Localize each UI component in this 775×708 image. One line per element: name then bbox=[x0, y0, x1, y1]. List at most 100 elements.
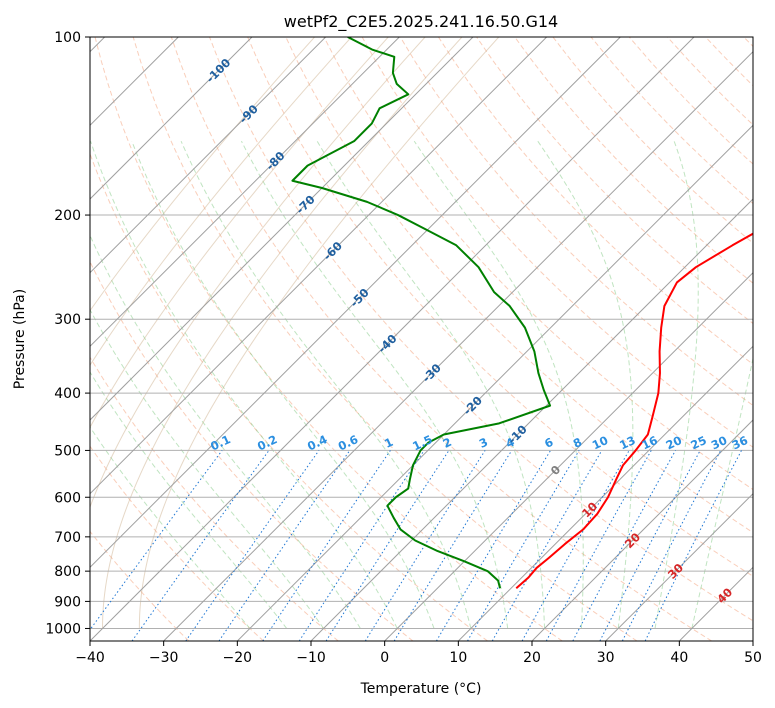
isotherm-line bbox=[90, 37, 327, 274]
moist-adiabat-line bbox=[654, 140, 699, 629]
x-tick-label: −30 bbox=[149, 650, 179, 666]
x-tick-label: −40 bbox=[75, 650, 105, 666]
mixing-ratio-line bbox=[435, 450, 552, 641]
auxiliary-line bbox=[90, 37, 315, 312]
isotherm-line bbox=[605, 492, 753, 641]
mixing-ratio-line bbox=[131, 450, 270, 641]
isotherm-line bbox=[90, 37, 548, 495]
mixing-ratio-label: 8 bbox=[571, 435, 584, 451]
mixing-ratio-label: 36 bbox=[730, 433, 750, 452]
moist-adiabat-line bbox=[180, 140, 472, 629]
moist-adiabat-line bbox=[240, 140, 509, 629]
isotherm-line bbox=[90, 37, 695, 641]
chart-title: wetPf2_C2E5.2025.241.16.50.G14 bbox=[284, 12, 558, 32]
mixing-ratio-line bbox=[599, 450, 701, 641]
dry-adiabat-line bbox=[94, 37, 563, 641]
isotherm-line bbox=[531, 419, 753, 641]
dry-adiabat-line bbox=[399, 37, 753, 407]
moist-adiabat-line bbox=[691, 356, 753, 629]
mixing-ratio-label: 30 bbox=[709, 433, 729, 452]
dry-adiabat-line bbox=[90, 260, 414, 641]
dry-adiabat-line bbox=[552, 37, 753, 244]
isotherm-line bbox=[90, 37, 253, 200]
y-tick-label: 600 bbox=[54, 490, 81, 506]
dry-adiabat-line bbox=[323, 37, 753, 491]
x-tick-label: −10 bbox=[296, 650, 326, 666]
auxiliary-line bbox=[90, 37, 352, 367]
y-tick-label: 1000 bbox=[45, 621, 81, 637]
x-tick-label: −20 bbox=[223, 650, 253, 666]
y-tick-label: 800 bbox=[54, 564, 81, 580]
auxiliary-line bbox=[90, 37, 389, 429]
y-tick-label: 900 bbox=[54, 594, 81, 610]
isotherm-line bbox=[236, 124, 753, 641]
mixing-ratio-line bbox=[298, 450, 425, 641]
dry-adiabat-line bbox=[361, 37, 753, 448]
auxiliary-line bbox=[102, 37, 463, 629]
x-tick-label: 10 bbox=[449, 650, 467, 666]
mixing-ratio-line bbox=[218, 450, 351, 641]
mixing-ratio-line bbox=[262, 450, 391, 641]
mixing-ratio-label: 3 bbox=[477, 435, 490, 451]
dry-adiabat-line bbox=[90, 152, 488, 641]
mixing-ratio-line bbox=[393, 450, 513, 641]
mixing-ratio-line bbox=[644, 450, 742, 641]
mixing-ratio-line bbox=[325, 450, 450, 641]
dry-adiabat-line bbox=[590, 37, 753, 205]
y-tick-label: 300 bbox=[54, 312, 81, 328]
dry-adiabat-line bbox=[514, 37, 753, 284]
mixing-ratio-label: 20 bbox=[664, 433, 684, 452]
mixing-ratio-label: 13 bbox=[617, 433, 637, 452]
dry-adiabat-line bbox=[90, 445, 264, 641]
x-tick-label: 0 bbox=[380, 650, 389, 666]
dry-adiabat-line bbox=[209, 37, 753, 622]
y-tick-label: 100 bbox=[54, 30, 81, 46]
mixing-ratio-label: 6 bbox=[542, 435, 555, 451]
isotherm-line bbox=[457, 345, 753, 641]
moist-adiabat-line bbox=[90, 308, 324, 629]
y-tick-label: 400 bbox=[54, 386, 81, 402]
moist-adiabat-line bbox=[413, 140, 584, 629]
data-series bbox=[291, 37, 753, 589]
moist-adiabat-line bbox=[90, 371, 288, 629]
plot-frame bbox=[89, 36, 754, 642]
mixing-ratio-line bbox=[90, 450, 223, 631]
dry-adiabat-line bbox=[170, 37, 712, 641]
x-tick-label: 20 bbox=[523, 650, 541, 666]
dry-adiabat-line bbox=[667, 37, 753, 126]
isotherm-line bbox=[752, 640, 753, 641]
axes: −40 −30 −20 −10 0 10 20 30 40 50 100 200 300 400 500 60… bbox=[45, 30, 762, 666]
temperature-line bbox=[515, 232, 753, 589]
background-lines bbox=[90, 37, 753, 641]
y-tick-label: 500 bbox=[54, 443, 81, 459]
isotherm-line bbox=[90, 37, 400, 348]
x-axis-label: Temperature (°C) bbox=[360, 681, 482, 697]
y-tick-label: 700 bbox=[54, 530, 81, 546]
mixing-ratio-line bbox=[521, 450, 630, 641]
x-tick-label: 40 bbox=[670, 650, 688, 666]
dry-adiabat-line bbox=[90, 530, 190, 641]
mixing-ratio-label: 10 bbox=[590, 433, 610, 452]
mixing-ratio-line bbox=[572, 450, 676, 641]
y-axis-label: Pressure (hPa) bbox=[12, 289, 28, 389]
isotherm-line bbox=[163, 50, 753, 641]
moist-adiabat-line bbox=[90, 234, 361, 629]
x-tick-label: 30 bbox=[597, 650, 615, 666]
dry-adiabat-line bbox=[132, 37, 638, 641]
dry-adiabat-line bbox=[743, 37, 753, 48]
isotherm-line bbox=[678, 566, 753, 641]
moist-adiabat-line bbox=[90, 426, 251, 629]
x-tick-label: 50 bbox=[744, 650, 762, 666]
isotherm-line bbox=[384, 271, 753, 641]
moist-adiabat-line bbox=[316, 140, 546, 629]
mixing-ratio-label: 25 bbox=[688, 433, 708, 452]
auxiliary-line bbox=[90, 37, 426, 509]
mixing-ratio-line bbox=[545, 450, 652, 641]
dry-adiabat-line bbox=[438, 37, 753, 365]
dry-adiabat-line bbox=[247, 37, 753, 577]
isotherm-line bbox=[310, 198, 753, 641]
dry-adiabat-line bbox=[90, 356, 339, 641]
mixing-ratio-label: 2 bbox=[441, 435, 454, 451]
